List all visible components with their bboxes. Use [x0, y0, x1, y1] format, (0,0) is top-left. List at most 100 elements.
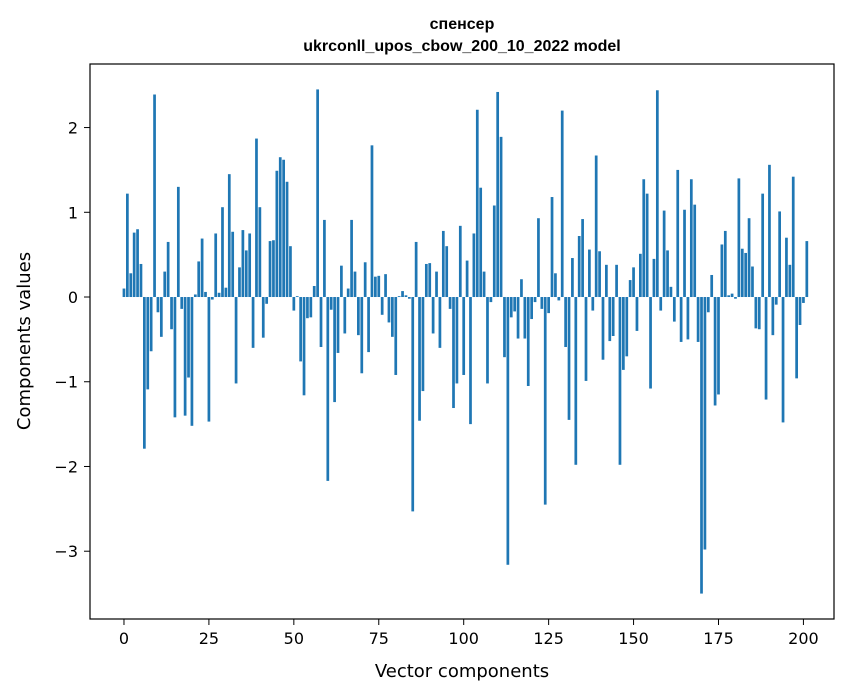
bar-77 — [384, 274, 387, 298]
bar-184 — [747, 218, 751, 298]
bar-6 — [143, 297, 146, 449]
bar-67 — [350, 219, 353, 298]
bar-102 — [469, 297, 472, 425]
bar-128 — [557, 297, 561, 301]
bar-58 — [319, 297, 323, 348]
bar-88 — [421, 297, 425, 392]
x-tick-label: 25 — [199, 629, 219, 648]
bar-30 — [224, 287, 228, 298]
bar-101 — [465, 260, 469, 298]
bar-170 — [700, 297, 703, 594]
bar-99 — [458, 225, 462, 298]
bar-36 — [244, 250, 248, 298]
y-tick-label: −3 — [54, 542, 78, 561]
bar-130 — [564, 297, 567, 348]
bar-121 — [533, 297, 537, 303]
bar-164 — [679, 297, 683, 342]
bar-35 — [241, 230, 245, 298]
bar-159 — [662, 210, 666, 298]
bar-46 — [278, 157, 282, 298]
bar-63 — [336, 297, 340, 353]
x-axis-label: Vector components — [375, 661, 549, 682]
bar-194 — [781, 297, 785, 423]
bar-186 — [754, 297, 758, 329]
bar-163 — [676, 169, 680, 298]
bar-29 — [221, 207, 224, 298]
bar-74 — [374, 276, 377, 298]
bar-148 — [625, 297, 629, 357]
bar-2 — [129, 273, 133, 298]
bar-4 — [136, 229, 139, 298]
bar-110 — [496, 91, 500, 298]
bar-108 — [489, 297, 493, 303]
bar-11 — [159, 297, 163, 337]
bar-15 — [173, 297, 177, 418]
y-tick-label: 0 — [68, 288, 78, 307]
bar-66 — [346, 288, 350, 298]
bar-86 — [414, 241, 418, 298]
bar-89 — [424, 263, 428, 298]
bar-72 — [367, 297, 370, 353]
bar-65 — [343, 297, 347, 334]
bar-53 — [302, 297, 306, 396]
x-axis-ticks: 0 25 50 75 100 125 150 175 200 — [119, 619, 819, 648]
bar-51 — [295, 296, 299, 298]
bar-50 — [292, 297, 296, 311]
bar-70 — [360, 297, 364, 374]
bar-178 — [727, 295, 731, 298]
bar-152 — [639, 253, 642, 298]
bar-94 — [441, 230, 445, 298]
bar-198 — [795, 297, 798, 379]
bar-180 — [734, 297, 737, 299]
bar-138 — [591, 297, 595, 311]
bar-43 — [268, 241, 272, 298]
bar-73 — [370, 145, 374, 298]
bar-106 — [482, 271, 486, 298]
bar-12 — [163, 271, 167, 298]
bar-189 — [764, 297, 768, 400]
bar-92 — [435, 271, 438, 298]
bar-27 — [214, 233, 218, 298]
bar-168 — [693, 204, 697, 298]
bar-150 — [632, 267, 635, 298]
bar-158 — [659, 297, 663, 311]
bar-40 — [258, 207, 262, 298]
bar-167 — [689, 179, 693, 298]
bar-13 — [166, 241, 170, 298]
bar-23 — [200, 238, 204, 298]
chart-title-line2: ukrconll_upos_cbow_200_10_2022 model — [303, 38, 620, 55]
y-tick-label: −1 — [54, 373, 78, 392]
bar-85 — [411, 297, 415, 512]
bar-143 — [608, 297, 612, 342]
bar-8 — [149, 297, 153, 352]
bar-45 — [275, 170, 279, 298]
bar-37 — [248, 233, 252, 298]
y-tick-label: −2 — [54, 457, 78, 476]
x-tick-label: 75 — [369, 629, 389, 648]
bar-16 — [176, 186, 180, 298]
bar-0 — [122, 288, 126, 298]
bar-56 — [312, 286, 316, 298]
bar-39 — [255, 138, 258, 298]
bar-123 — [540, 297, 544, 309]
bar-7 — [146, 297, 150, 390]
bar-5 — [139, 263, 143, 298]
bar-201 — [805, 241, 809, 298]
bar-125 — [547, 297, 550, 314]
bar-104 — [475, 109, 479, 298]
x-tick-label: 125 — [533, 629, 564, 648]
bar-33 — [234, 297, 238, 384]
bar-41 — [261, 297, 265, 338]
bar-115 — [513, 297, 517, 312]
bar-134 — [577, 236, 581, 298]
bars-group — [122, 89, 809, 594]
bar-192 — [774, 297, 778, 305]
bar-90 — [428, 263, 432, 298]
bar-153 — [642, 179, 646, 298]
bar-166 — [686, 297, 690, 340]
bar-183 — [744, 252, 748, 298]
bar-127 — [554, 273, 557, 298]
bar-105 — [479, 187, 483, 298]
bar-32 — [231, 231, 235, 298]
